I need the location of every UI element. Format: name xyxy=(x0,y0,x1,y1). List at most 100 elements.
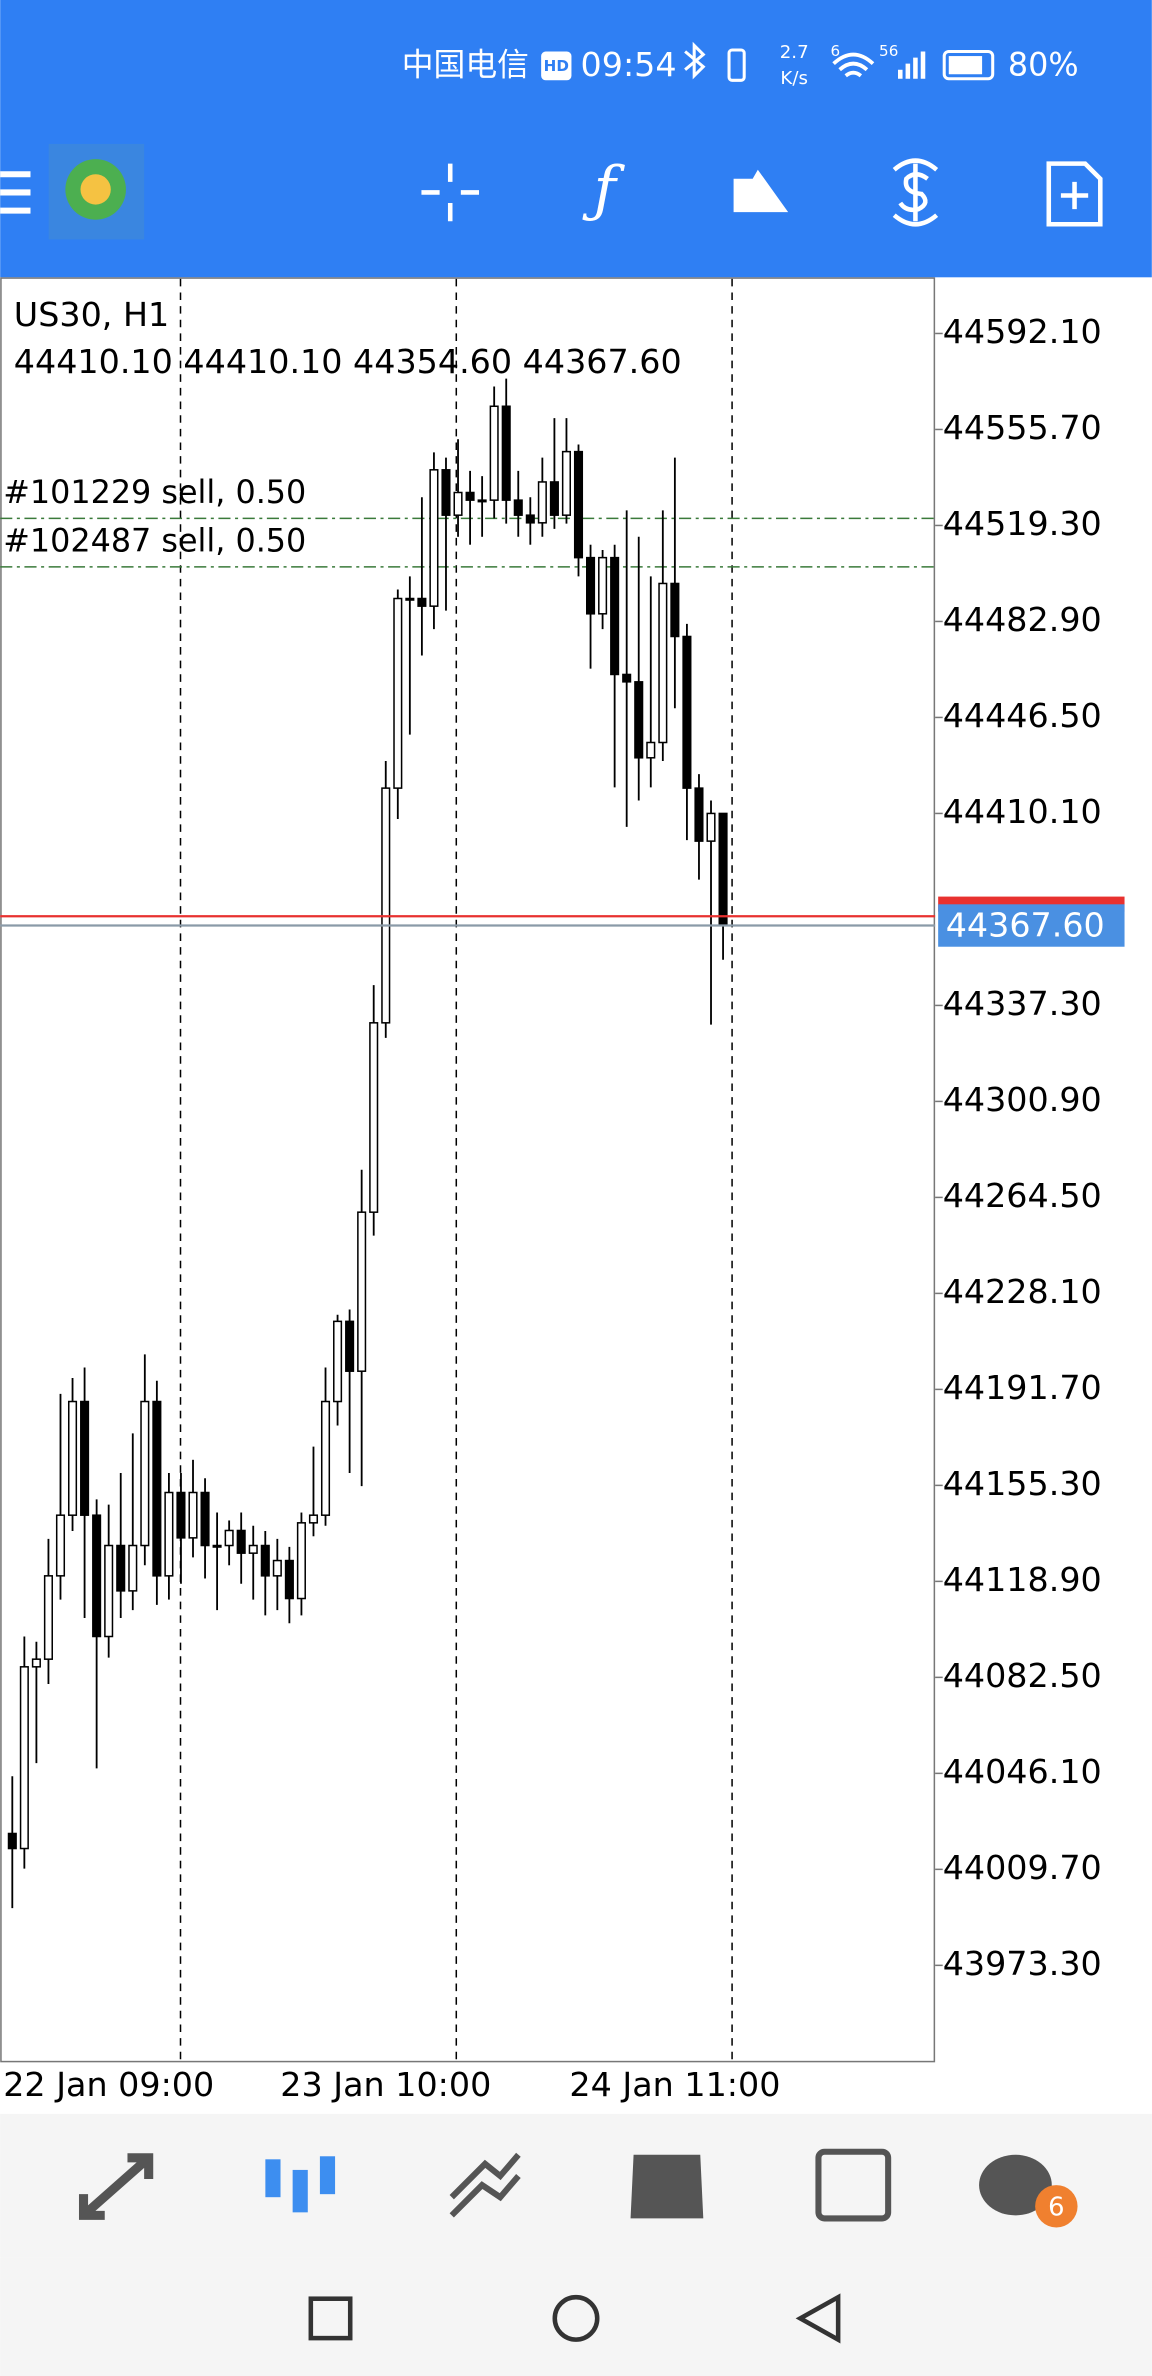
candle-body xyxy=(465,491,475,501)
candle-body xyxy=(561,450,571,516)
candle-body xyxy=(200,1491,210,1547)
candle-body xyxy=(248,1544,258,1554)
candle-body xyxy=(622,673,632,683)
candle-body xyxy=(525,514,535,524)
chart-tab-icon xyxy=(265,2159,281,2198)
y-tick-label: 44446.50 xyxy=(943,696,1102,735)
y-tick-label: 44082.50 xyxy=(943,1656,1102,1695)
chat-badge: 6 xyxy=(1048,2192,1064,2222)
signal-icon xyxy=(898,51,926,79)
wifi-icon xyxy=(832,52,875,78)
candle-body xyxy=(417,597,427,607)
quotes-tab[interactable] xyxy=(78,2153,154,2220)
y-tick-label: 44300.90 xyxy=(943,1080,1102,1119)
wifi-label: 6 xyxy=(831,42,841,60)
chart-tab[interactable] xyxy=(265,2156,336,2213)
vibrate-icon xyxy=(727,48,746,82)
candle-body xyxy=(55,1514,66,1577)
recent-button[interactable] xyxy=(308,2296,353,2341)
candle-body xyxy=(296,1522,306,1600)
carrier: 中国电信 xyxy=(402,46,529,84)
candle-body xyxy=(357,1211,367,1372)
candle-body xyxy=(405,597,415,601)
candle-body xyxy=(212,1544,222,1548)
time: 09:54 xyxy=(581,45,677,84)
y-tick-label: 44264.50 xyxy=(943,1176,1102,1215)
candle-body xyxy=(320,1400,331,1516)
candle-body xyxy=(104,1544,114,1638)
candle-body xyxy=(67,1400,78,1516)
trade-icon[interactable] xyxy=(892,158,939,227)
y-tick-label: 44555.70 xyxy=(943,408,1102,447)
system-nav-bg xyxy=(0,2257,1152,2376)
plot: #101229 sell, 0.50 #102487 sell, 0.50 xyxy=(0,378,936,1909)
candle-body xyxy=(152,1400,162,1577)
home-button[interactable] xyxy=(552,2294,600,2342)
candle-body xyxy=(682,635,692,789)
candle-body xyxy=(646,741,656,759)
order-label: #102487 sell, 0.50 xyxy=(3,522,306,560)
candle-body xyxy=(501,405,511,501)
chart-tab-icon xyxy=(292,2169,308,2213)
header-bg xyxy=(0,0,1152,278)
x-tick-label: 24 Jan 11:00 xyxy=(569,2065,780,2104)
candle-body xyxy=(549,481,559,516)
candle-body xyxy=(718,812,728,927)
x-tick-label: 23 Jan 10:00 xyxy=(280,2065,491,2104)
candle-body xyxy=(345,1320,355,1372)
candle-body xyxy=(43,1575,53,1660)
candle-body xyxy=(441,469,451,516)
hd: HD xyxy=(544,57,569,75)
y-tick-label: 44046.10 xyxy=(943,1752,1102,1791)
candle-body xyxy=(393,597,403,789)
chat-tab[interactable] xyxy=(979,2154,1052,2216)
y-tick-label: 44228.10 xyxy=(943,1272,1102,1311)
candle-body xyxy=(453,491,463,516)
trade-tab[interactable] xyxy=(449,2152,521,2218)
y-tick-label: 44519.30 xyxy=(943,504,1102,543)
y-tick-label: 44482.90 xyxy=(943,600,1102,639)
net-speed-unit: K/s xyxy=(780,68,808,89)
history-tab[interactable] xyxy=(630,2154,704,2219)
candle-body xyxy=(164,1491,174,1577)
candle-body xyxy=(586,556,596,615)
candle-body xyxy=(694,787,704,842)
candle-body xyxy=(116,1544,126,1592)
candle-body xyxy=(537,481,547,524)
candle-body xyxy=(284,1559,294,1600)
candle-body xyxy=(236,1529,246,1554)
menu-icon[interactable] xyxy=(0,171,31,214)
chart-title: US30, H1 xyxy=(14,295,169,334)
crosshair-icon[interactable] xyxy=(421,163,480,222)
back-button[interactable] xyxy=(795,2293,841,2344)
new-order-plus xyxy=(1060,181,1089,210)
candle-body xyxy=(429,469,439,607)
candle-body xyxy=(31,1658,41,1668)
new-order-icon[interactable] xyxy=(1046,161,1103,227)
y-tick-label: 44410.10 xyxy=(943,792,1102,831)
candle-body xyxy=(80,1400,90,1516)
bottom-nav-bg xyxy=(0,2113,1152,2258)
candle-body xyxy=(92,1514,102,1638)
candle-body xyxy=(7,1832,17,1850)
candle-body xyxy=(188,1491,198,1539)
candle-body xyxy=(573,450,584,559)
battery-icon xyxy=(942,50,995,81)
order-label: #101229 sell, 0.50 xyxy=(3,473,306,511)
y-tick-label: 44592.10 xyxy=(943,312,1102,351)
bluetooth-icon xyxy=(684,41,706,80)
bid-label-bg xyxy=(938,904,1125,947)
news-tab[interactable] xyxy=(815,2148,892,2222)
candle-body xyxy=(19,1666,29,1850)
ohlc-header: 44410.10 44410.10 44354.60 44367.60 xyxy=(14,342,682,381)
battery: 80% xyxy=(1008,46,1079,84)
objects-icon[interactable] xyxy=(733,169,789,213)
candle-body xyxy=(369,1022,379,1213)
candle-body xyxy=(381,787,391,1024)
bid-label: 44367.60 xyxy=(946,906,1105,945)
battery-level xyxy=(948,56,983,75)
candle-body xyxy=(272,1559,282,1577)
